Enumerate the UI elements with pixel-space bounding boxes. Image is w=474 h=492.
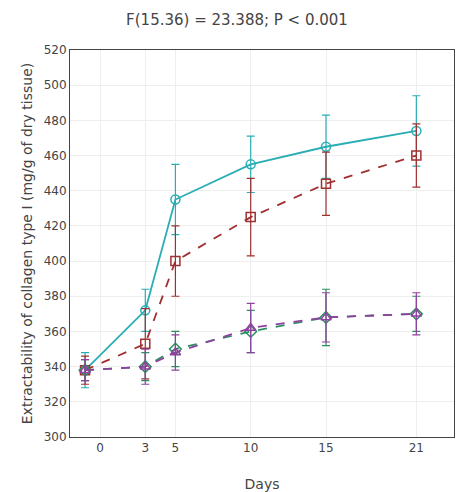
svg-text:440: 440 bbox=[44, 184, 67, 198]
svg-text:320: 320 bbox=[44, 395, 67, 409]
svg-text:360: 360 bbox=[44, 325, 67, 339]
svg-text:5: 5 bbox=[172, 441, 180, 455]
svg-text:500: 500 bbox=[44, 78, 67, 92]
svg-text:340: 340 bbox=[44, 360, 67, 374]
svg-text:F(15.36) = 23.388; P < 0.001: F(15.36) = 23.388; P < 0.001 bbox=[126, 11, 348, 29]
svg-text:420: 420 bbox=[44, 219, 67, 233]
svg-text:3: 3 bbox=[141, 441, 149, 455]
svg-text:300: 300 bbox=[44, 430, 67, 444]
svg-text:10: 10 bbox=[243, 441, 258, 455]
svg-text:460: 460 bbox=[44, 149, 67, 163]
svg-text:Days: Days bbox=[245, 476, 280, 492]
svg-text:400: 400 bbox=[44, 254, 67, 268]
svg-text:380: 380 bbox=[44, 289, 67, 303]
svg-text:21: 21 bbox=[409, 441, 424, 455]
svg-text:480: 480 bbox=[44, 114, 67, 128]
svg-text:0: 0 bbox=[96, 441, 104, 455]
svg-text:520: 520 bbox=[44, 43, 67, 57]
svg-text:Extractability of collagen typ: Extractability of collagen type I (mg/g … bbox=[19, 63, 35, 424]
svg-text:15: 15 bbox=[318, 441, 333, 455]
